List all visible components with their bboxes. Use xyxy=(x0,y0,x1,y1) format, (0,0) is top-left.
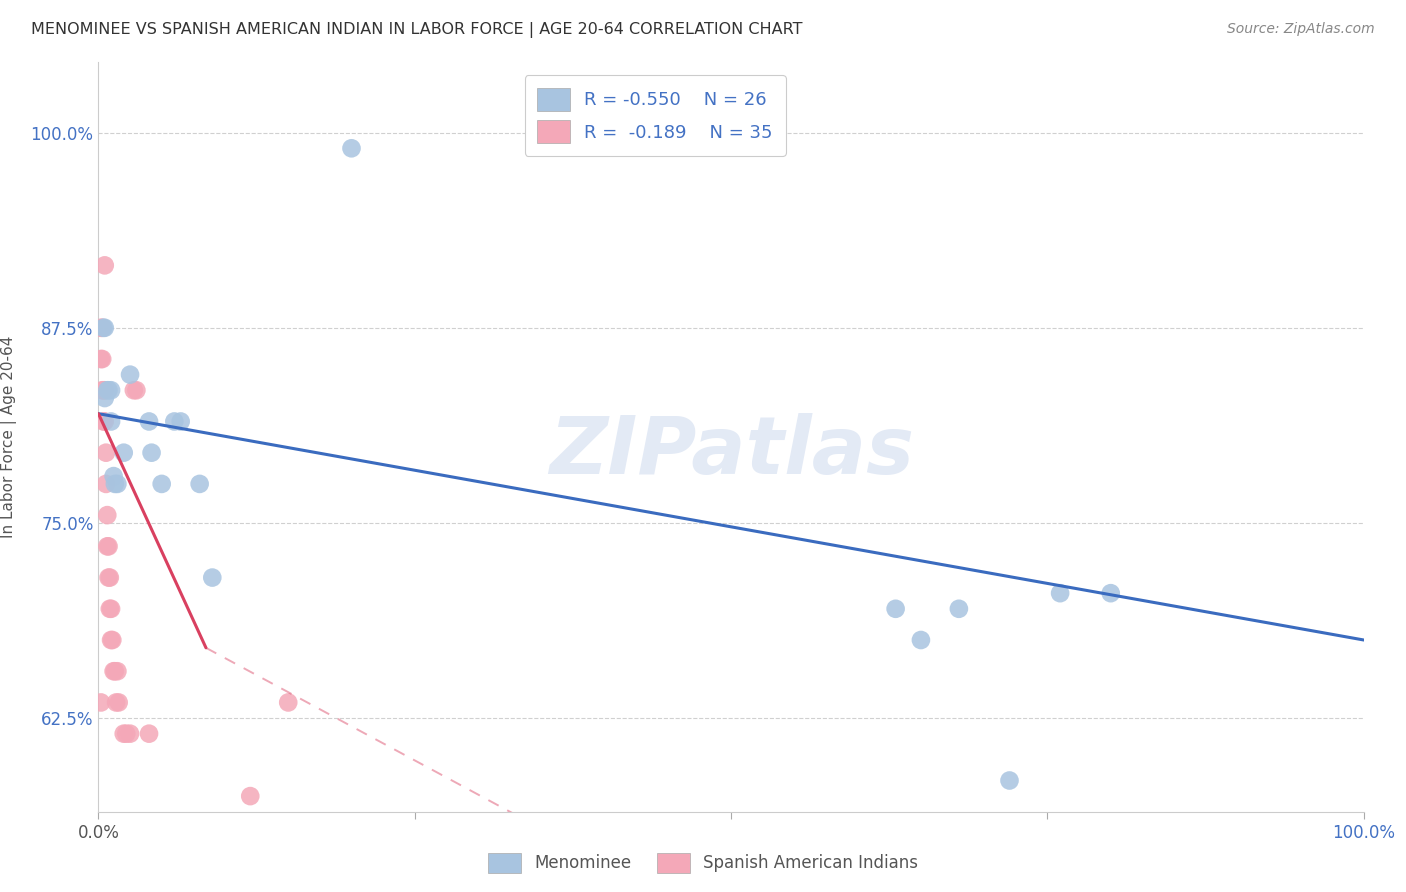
Point xyxy=(100,632,122,647)
Point xyxy=(115,726,138,740)
Point xyxy=(277,695,299,709)
Point xyxy=(96,508,118,522)
Point xyxy=(1049,586,1071,600)
Text: Source: ZipAtlas.com: Source: ZipAtlas.com xyxy=(1227,22,1375,37)
Y-axis label: In Labor Force | Age 20-64: In Labor Force | Age 20-64 xyxy=(0,336,17,538)
Point xyxy=(104,476,127,491)
Point xyxy=(141,445,163,459)
Point xyxy=(112,445,135,459)
Point xyxy=(101,632,124,647)
Point xyxy=(188,476,211,491)
Point xyxy=(104,664,127,678)
Point xyxy=(125,383,148,397)
Point xyxy=(100,414,122,428)
Point xyxy=(90,695,112,709)
Point xyxy=(107,695,129,709)
Point xyxy=(120,726,141,740)
Point xyxy=(93,383,117,397)
Point xyxy=(97,383,120,397)
Point xyxy=(98,602,121,616)
Point xyxy=(1099,586,1122,600)
Point xyxy=(100,383,122,397)
Point xyxy=(91,351,114,366)
Point xyxy=(103,664,125,678)
Point xyxy=(122,383,145,397)
Point xyxy=(93,414,117,428)
Point xyxy=(90,351,112,366)
Point xyxy=(107,476,129,491)
Point xyxy=(96,539,118,553)
Point xyxy=(340,141,363,155)
Point xyxy=(93,414,115,428)
Point xyxy=(91,383,114,397)
Point xyxy=(163,414,186,428)
Point xyxy=(948,602,970,616)
Point xyxy=(150,476,173,491)
Point xyxy=(93,383,115,397)
Point xyxy=(112,726,135,740)
Point xyxy=(138,414,160,428)
Point xyxy=(93,320,117,334)
Point xyxy=(98,571,121,585)
Point xyxy=(169,414,191,428)
Point xyxy=(239,789,262,804)
Point xyxy=(103,469,125,483)
Text: MENOMINEE VS SPANISH AMERICAN INDIAN IN LABOR FORCE | AGE 20-64 CORRELATION CHAR: MENOMINEE VS SPANISH AMERICAN INDIAN IN … xyxy=(31,22,803,38)
Point xyxy=(105,695,128,709)
Point xyxy=(97,539,120,553)
Point xyxy=(138,726,160,740)
Point xyxy=(93,391,117,405)
Point xyxy=(107,664,129,678)
Legend: Menominee, Spanish American Indians: Menominee, Spanish American Indians xyxy=(481,847,925,880)
Point xyxy=(93,258,117,272)
Point xyxy=(96,383,118,397)
Point xyxy=(97,571,120,585)
Point xyxy=(998,773,1021,788)
Point xyxy=(884,602,907,616)
Point xyxy=(201,571,224,585)
Point xyxy=(93,320,115,334)
Point xyxy=(91,320,114,334)
Legend: R = -0.550    N = 26, R =  -0.189    N = 35: R = -0.550 N = 26, R = -0.189 N = 35 xyxy=(524,75,786,156)
Point xyxy=(910,632,932,647)
Point xyxy=(100,602,122,616)
Point xyxy=(120,368,141,382)
Point xyxy=(90,320,112,334)
Point xyxy=(94,445,117,459)
Point xyxy=(94,476,117,491)
Text: ZIPatlas: ZIPatlas xyxy=(548,413,914,491)
